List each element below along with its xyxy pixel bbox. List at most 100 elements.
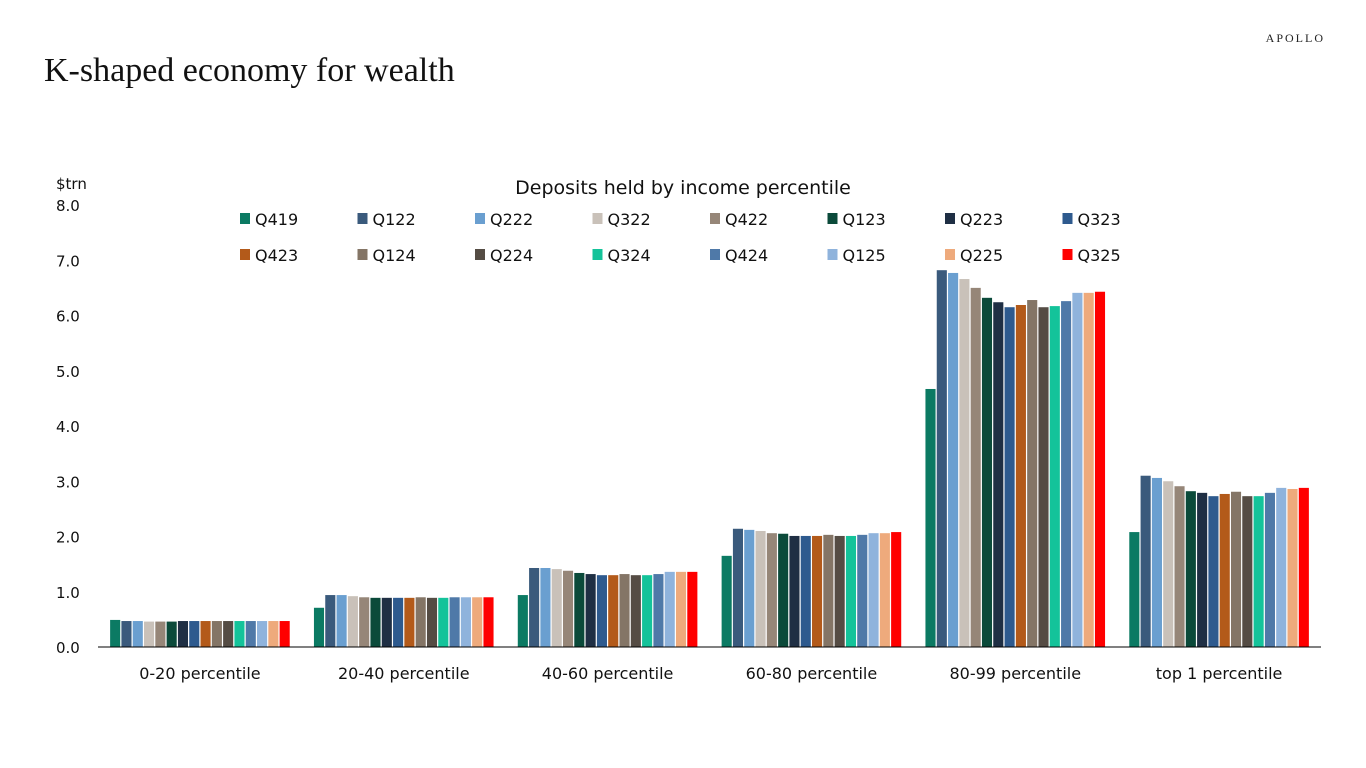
bar-q122 bbox=[1140, 475, 1151, 647]
legend-swatch bbox=[1062, 213, 1073, 224]
bar-q224 bbox=[1038, 307, 1049, 647]
bar-q325 bbox=[687, 571, 698, 647]
bar-q419 bbox=[110, 619, 121, 647]
bar-q223 bbox=[381, 597, 392, 647]
bar-q424 bbox=[245, 621, 256, 647]
bar-q223 bbox=[993, 302, 1004, 647]
legend-item: Q123 bbox=[827, 210, 886, 229]
legend-label: Q419 bbox=[255, 210, 298, 229]
bar-q325 bbox=[891, 532, 902, 647]
bar-q322 bbox=[551, 569, 562, 647]
bar-q322 bbox=[144, 621, 155, 647]
bar-q224 bbox=[1242, 496, 1253, 647]
bar-q419 bbox=[925, 388, 936, 647]
x-tick-label: top 1 percentile bbox=[1156, 664, 1283, 683]
bar-q223 bbox=[177, 621, 189, 647]
legend-label: Q223 bbox=[960, 210, 1003, 229]
bar-q419 bbox=[1129, 532, 1140, 647]
bar-q125 bbox=[1072, 292, 1083, 647]
bar-q125 bbox=[460, 597, 471, 647]
bar-q324 bbox=[438, 597, 449, 647]
bar-q322 bbox=[347, 596, 358, 647]
bar-q325 bbox=[1298, 487, 1309, 647]
legend-item: Q324 bbox=[592, 246, 651, 265]
bar-q225 bbox=[268, 621, 279, 647]
bar-q223 bbox=[789, 535, 800, 647]
bar-q124 bbox=[415, 597, 426, 647]
bar-q123 bbox=[981, 297, 993, 647]
bar-q222 bbox=[948, 272, 959, 647]
bar-q124 bbox=[1027, 300, 1038, 647]
bar-q124 bbox=[823, 534, 834, 647]
bar-q324 bbox=[642, 575, 653, 647]
y-tick-label: 6.0 bbox=[56, 308, 80, 326]
legend-item: Q424 bbox=[710, 246, 768, 265]
legend-label: Q424 bbox=[725, 246, 768, 265]
y-tick-label: 0.0 bbox=[56, 639, 80, 657]
bar-q324 bbox=[1253, 496, 1264, 647]
legend-swatch bbox=[475, 249, 485, 260]
x-tick-label: 20-40 percentile bbox=[338, 664, 470, 683]
bar-q222 bbox=[744, 529, 755, 647]
legend-label: Q225 bbox=[960, 246, 1003, 265]
bar-q125 bbox=[868, 533, 879, 647]
chart-title: Deposits held by income percentile bbox=[515, 177, 851, 199]
legend-label: Q323 bbox=[1078, 210, 1121, 229]
legend-swatch bbox=[710, 213, 720, 224]
bar-q324 bbox=[234, 621, 245, 647]
y-tick-label: 1.0 bbox=[56, 584, 80, 602]
bar-q224 bbox=[223, 621, 234, 647]
legend-swatch bbox=[945, 213, 955, 224]
bar-q123 bbox=[778, 533, 789, 647]
legend-label: Q423 bbox=[255, 246, 298, 265]
bar-q323 bbox=[1208, 496, 1219, 647]
x-tick-label: 40-60 percentile bbox=[542, 664, 674, 683]
legend-item: Q223 bbox=[945, 210, 1003, 229]
bar-q323 bbox=[800, 535, 811, 647]
bar-q325 bbox=[1094, 291, 1106, 647]
bar-q322 bbox=[959, 279, 970, 647]
bar-q424 bbox=[653, 574, 664, 647]
bar-q323 bbox=[596, 575, 607, 647]
y-tick-label: 4.0 bbox=[56, 418, 80, 436]
legend-label: Q322 bbox=[608, 210, 651, 229]
x-tick-label: 80-99 percentile bbox=[949, 664, 1081, 683]
legend-swatch bbox=[1062, 249, 1073, 260]
bar-q322 bbox=[1163, 481, 1174, 647]
legend-item: Q125 bbox=[827, 246, 886, 265]
bar-q124 bbox=[211, 621, 222, 647]
bar-q422 bbox=[155, 621, 166, 647]
bar-q323 bbox=[393, 597, 404, 647]
legend-swatch bbox=[475, 213, 485, 224]
bar-q423 bbox=[812, 535, 823, 647]
legend-item: Q423 bbox=[240, 246, 298, 265]
bar-q222 bbox=[1151, 477, 1162, 647]
legend-item: Q222 bbox=[475, 210, 533, 229]
bar-q424 bbox=[449, 597, 460, 647]
bar-q225 bbox=[675, 571, 687, 647]
bar-q422 bbox=[766, 533, 777, 647]
y-tick-label: 2.0 bbox=[56, 529, 80, 547]
legend-label: Q124 bbox=[373, 246, 416, 265]
legend-swatch bbox=[827, 213, 838, 224]
bar-q123 bbox=[574, 572, 585, 647]
legend-label: Q324 bbox=[608, 246, 651, 265]
bar-q423 bbox=[1015, 305, 1026, 647]
bar-q325 bbox=[279, 621, 290, 647]
bar-q222 bbox=[336, 595, 347, 647]
bar-q222 bbox=[540, 567, 551, 647]
bar-q322 bbox=[755, 530, 766, 647]
legend-swatch bbox=[945, 249, 955, 260]
legend-item: Q322 bbox=[592, 210, 651, 229]
legend-item: Q122 bbox=[357, 210, 416, 229]
y-tick-label: 5.0 bbox=[56, 363, 80, 381]
legend-label: Q125 bbox=[843, 246, 886, 265]
bar-q122 bbox=[732, 528, 744, 647]
page-title: K-shaped economy for wealth bbox=[44, 52, 455, 89]
bar-q122 bbox=[529, 567, 540, 647]
bar-q223 bbox=[1197, 492, 1208, 647]
legend-swatch bbox=[357, 213, 368, 224]
bar-q124 bbox=[619, 574, 630, 647]
bar-q323 bbox=[189, 621, 200, 647]
